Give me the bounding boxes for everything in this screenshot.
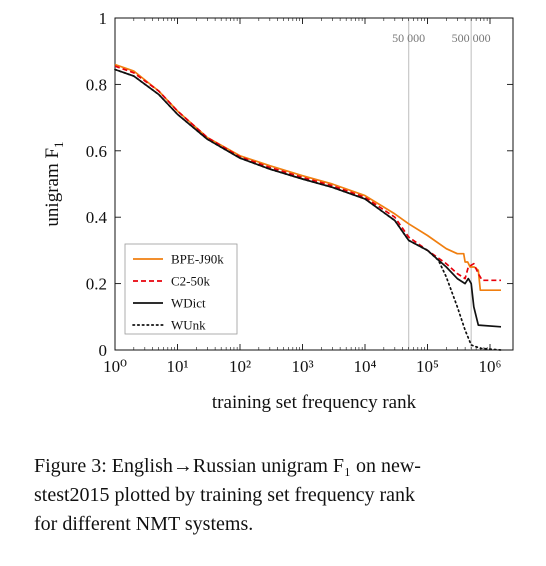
series-line-wunk (114, 68, 502, 351)
y-tick-label: 0.6 (86, 142, 107, 161)
x-axis-label: training set frequency rank (212, 392, 417, 413)
legend-label-wdict: WDict (171, 296, 206, 311)
legend-label-bpe-j90k: BPE-J90k (171, 252, 224, 267)
major-ticks: 10⁰ 10¹ 10² 10³ 10⁴ 10⁵ 10⁶ 0 0.2 0.4 0.6 0.8 1 (86, 9, 513, 376)
x-tick-label: 10² (229, 357, 251, 376)
legend-label-wunk: WUnk (171, 318, 206, 333)
reference-lines: 50 000 500 000 (392, 18, 491, 350)
x-tick-label: 10⁴ (354, 357, 377, 376)
x-tick-label: 10⁵ (416, 357, 439, 376)
series-group (114, 63, 502, 351)
y-tick-label: 0.4 (86, 208, 108, 227)
x-tick-label: 10⁰ (103, 357, 127, 376)
plot-area (114, 17, 514, 351)
y-tick-label: 0.2 (86, 275, 107, 294)
series-line-c2-50k (114, 65, 501, 282)
y-tick-label: 0.8 (86, 75, 107, 94)
y-tick-label: 0 (99, 341, 108, 360)
vline-label-1: 500 000 (452, 31, 491, 45)
caption-line-3: for different NMT systems. (34, 513, 254, 535)
caption-line-2: stest2015 plotted by training set freque… (34, 484, 416, 506)
x-tick-label: 10³ (291, 357, 313, 376)
x-tick-label: 10¹ (166, 357, 188, 376)
figure-caption: Figure 3: English→Russian unigram F₁ on … (34, 452, 514, 539)
y-tick-label: 1 (99, 9, 108, 28)
legend: BPE-J90k C2-50k WDict WUnk (124, 243, 238, 335)
x-tick-label: 10⁶ (479, 357, 502, 376)
y-axis-label: unigram F1 (42, 141, 66, 226)
minor-ticks (133, 18, 488, 350)
vline-label-0: 50 000 (392, 31, 425, 45)
legend-label-c2-50k: C2-50k (171, 274, 211, 289)
line-chart: 50 000 500 000 10⁰ 10¹ 10² 10³ 10⁴ 10⁵ 10⁶ 0 0.2 0… (42, 9, 514, 413)
caption-line-1: Figure 3: English→Russian unigram F₁ on … (34, 455, 421, 477)
